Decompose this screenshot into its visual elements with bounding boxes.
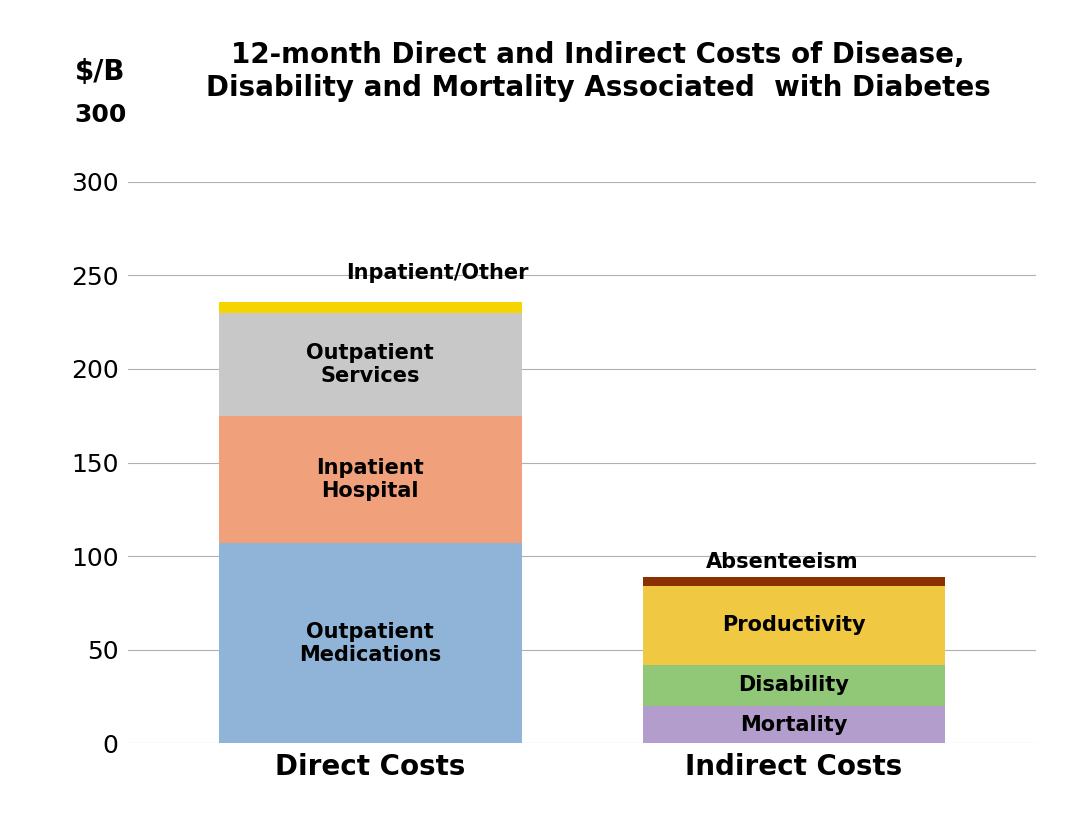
Text: Inpatient/Other: Inpatient/Other xyxy=(346,263,529,283)
Bar xyxy=(219,415,521,543)
Text: Absenteeism: Absenteeism xyxy=(706,552,858,572)
Bar xyxy=(643,586,945,665)
Bar xyxy=(219,313,521,415)
Bar xyxy=(219,543,521,743)
Text: Productivity: Productivity xyxy=(722,615,866,635)
Text: Mortality: Mortality xyxy=(740,714,848,734)
Text: Outpatient
Medications: Outpatient Medications xyxy=(299,622,441,665)
Bar xyxy=(643,706,945,743)
Text: $/B: $/B xyxy=(75,58,125,86)
Text: 12-month Direct and Indirect Costs of Disease,
Disability and Mortality Associat: 12-month Direct and Indirect Costs of Di… xyxy=(206,41,990,102)
Bar xyxy=(643,577,945,586)
Text: Disability: Disability xyxy=(738,676,849,695)
Text: 300: 300 xyxy=(75,103,127,127)
Bar xyxy=(219,301,521,313)
Text: Inpatient
Hospital: Inpatient Hospital xyxy=(316,458,424,501)
Bar xyxy=(643,665,945,706)
Text: Outpatient
Services: Outpatient Services xyxy=(307,343,434,386)
